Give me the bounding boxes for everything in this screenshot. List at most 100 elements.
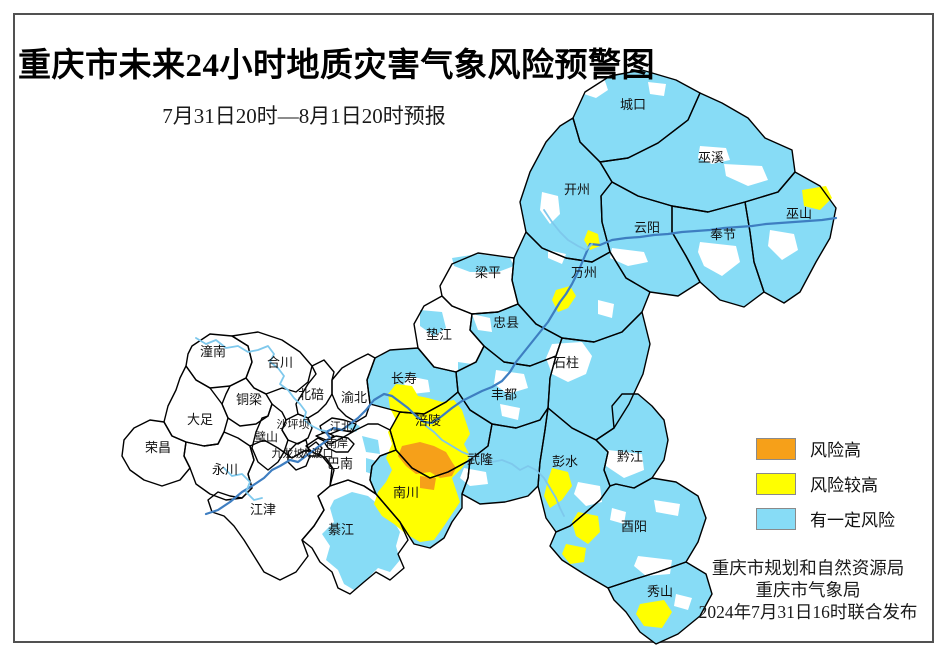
legend-row-medium: 风险较高	[756, 471, 895, 496]
district-label-tongliang: 铜梁	[236, 392, 262, 407]
risk-patch-white-2	[698, 146, 730, 164]
district-border-bishan	[251, 403, 289, 471]
district-label-nanan: 南岸	[326, 437, 348, 450]
district-label-rongchang: 荣昌	[145, 440, 171, 455]
risk-patch-blue-29	[322, 492, 400, 590]
risk-patch-white-0	[584, 78, 608, 98]
district-border-yuzhong	[315, 431, 335, 441]
issuer-line-1: 重庆市规划和自然资源局	[711, 558, 905, 578]
district-label-zhongxian: 忠县	[493, 315, 519, 330]
district-beibei	[296, 360, 334, 418]
risk-patch-white-6	[698, 242, 740, 276]
district-jiulongpo	[288, 440, 310, 470]
district-label-youyang: 酉阳	[621, 519, 647, 534]
district-label-wanzhou: 万州	[571, 265, 597, 280]
district-border-xiushan	[607, 561, 713, 645]
district-label-beibei: 北碚	[298, 387, 324, 402]
risk-patch-blue-27	[362, 436, 380, 454]
issuer-block: 重庆市规划和自然资源局 重庆市气象局 2024年7月31日16时联合发布	[680, 557, 936, 623]
district-label-liangping: 梁平	[475, 265, 501, 280]
risk-patch-blue-25	[420, 310, 446, 336]
district-label-dianjiang: 垫江	[426, 327, 452, 342]
risk-patch-white-7	[768, 230, 798, 260]
risk-patch-white-9	[598, 300, 614, 318]
district-wanzhou	[512, 232, 650, 342]
risk-patch-blue-28	[366, 458, 380, 476]
district-tongnan	[186, 334, 252, 388]
legend-swatch-high-risk	[756, 437, 796, 460]
district-dazu	[164, 366, 228, 446]
district-label-jiangbei: 江北	[330, 420, 352, 433]
district-label-bishan: 璧山	[254, 429, 278, 444]
header: 重庆市未来24小时地质灾害气象风险预警图 7月31日20时—8月1日20时预报	[18, 38, 655, 130]
district-label-dazu: 大足	[187, 412, 213, 427]
risk-patch-yellow-38	[636, 600, 672, 628]
district-border-jiulongpo	[287, 439, 311, 471]
district-label-yongchuan: 永川	[212, 462, 238, 477]
risk-patch-white-18	[606, 450, 644, 478]
legend-label-some-risk: 有一定风险	[810, 511, 895, 530]
district-border-nanan	[323, 435, 355, 453]
district-label-jiulongpo: 九龙坡	[272, 447, 305, 460]
district-tongliang	[222, 378, 272, 426]
district-label-yunyang: 云阳	[634, 220, 660, 235]
district-label-kaizhou: 开州	[564, 182, 590, 197]
river-xiaojiang	[543, 209, 593, 251]
risk-patch-white-20	[654, 500, 680, 516]
legend-swatch-medium-risk	[756, 472, 796, 495]
district-label-tongnan: 潼南	[200, 344, 226, 359]
district-nanan	[324, 436, 354, 452]
district-label-fuling: 涪陵	[415, 413, 441, 428]
risk-patch-white-5	[610, 248, 648, 266]
district-label-pengshui: 彭水	[552, 454, 578, 469]
district-label-wushan: 巫山	[786, 206, 812, 221]
legend-row-some: 有一定风险	[756, 506, 895, 531]
issue-time: 2024年7月31日16时联合发布	[698, 602, 918, 622]
risk-patch-yellow-35	[544, 468, 572, 508]
risk-patch-blue-24	[452, 254, 514, 272]
district-label-hechuan: 合川	[267, 355, 293, 370]
page-border	[13, 13, 934, 643]
risk-patch-white-22	[674, 594, 692, 610]
district-label-shizhu: 石柱	[553, 355, 579, 370]
legend-swatch-some-risk	[756, 507, 796, 530]
district-label-yubei: 渝北	[341, 390, 367, 405]
risk-patch-orange-40	[420, 476, 436, 490]
forecast-period: 7月31日20时—8月1日20时预报	[162, 104, 446, 128]
risk-patch-white-8	[548, 250, 566, 264]
legend: 风险高 风险较高 有一定风险	[756, 436, 895, 541]
risk-patch-white-4	[540, 192, 560, 224]
district-label-changshou: 长寿	[391, 371, 417, 386]
district-label-banan: 巴南	[327, 456, 353, 471]
risk-patch-white-19	[610, 508, 626, 524]
district-jiangjin	[208, 440, 332, 580]
district-label-nanchuan: 南川	[393, 485, 419, 500]
risk-patch-yellow-37	[562, 544, 586, 564]
risk-patch-yellow-36	[572, 512, 600, 544]
risk-patch-white-3	[724, 164, 768, 186]
district-label-qijiang: 綦江	[328, 522, 354, 537]
risk-patch-white-10	[472, 314, 492, 332]
river-wujiang	[425, 425, 565, 517]
district-yunyang	[601, 182, 700, 296]
district-label-wuxi: 巫溪	[698, 150, 724, 165]
district-border-banan	[305, 423, 397, 495]
legend-row-high: 风险高	[756, 436, 895, 461]
risk-patch-white-17	[574, 482, 602, 506]
legend-label-high-risk: 风险高	[810, 441, 861, 460]
district-border-beibei	[295, 359, 335, 419]
district-border-tongliang	[221, 377, 273, 427]
page-title: 重庆市未来24小时地质灾害气象风险预警图	[18, 48, 655, 84]
district-zhongxian	[470, 304, 562, 366]
risk-patch-white-13	[500, 404, 520, 420]
legend-label-medium-risk: 风险较高	[810, 476, 878, 495]
district-label-chengkou: 城口	[620, 97, 646, 112]
district-yubei	[332, 354, 375, 422]
district-label-jiangjin: 江津	[250, 502, 276, 517]
district-label-wulong: 武隆	[467, 452, 493, 467]
district-kaizhou	[520, 118, 612, 262]
district-border-qianjiang	[595, 393, 669, 489]
issuer-line-2: 重庆市气象局	[755, 580, 861, 600]
district-label-fengdu: 丰都	[491, 387, 517, 402]
